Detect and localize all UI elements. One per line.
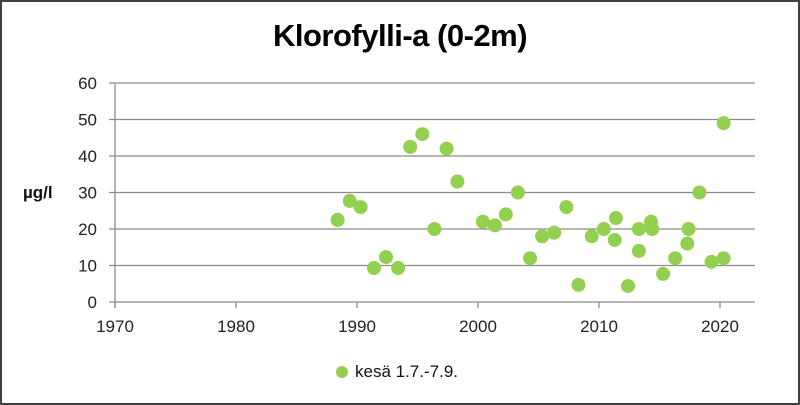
- data-point: [366, 261, 381, 276]
- data-point: [584, 229, 599, 244]
- y-tick-label: 20: [78, 220, 97, 239]
- y-axis-label: µg/l: [23, 183, 53, 202]
- data-point: [415, 127, 430, 142]
- data-point: [607, 232, 622, 247]
- data-point: [692, 185, 707, 200]
- data-point: [716, 116, 731, 131]
- data-point: [439, 141, 454, 156]
- y-tick-label: 60: [78, 74, 97, 93]
- y-tick-label: 30: [78, 184, 97, 203]
- data-point: [704, 254, 719, 269]
- data-point: [535, 229, 550, 244]
- data-point: [621, 278, 636, 293]
- data-point: [668, 251, 683, 266]
- data-point: [656, 266, 671, 281]
- x-tick-label: 1990: [338, 317, 376, 336]
- data-point: [523, 251, 538, 266]
- legend: kesä 1.7.-7.9.: [336, 362, 458, 382]
- data-point: [475, 214, 490, 229]
- x-tick-label: 1970: [96, 317, 134, 336]
- data-point: [498, 207, 513, 222]
- legend-label: kesä 1.7.-7.9.: [355, 362, 459, 381]
- data-point: [571, 277, 586, 292]
- data-point: [547, 225, 562, 240]
- x-tick-label: 2020: [701, 317, 739, 336]
- data-point: [403, 139, 418, 154]
- x-tick-label: 2000: [459, 317, 497, 336]
- x-tick-label: 1980: [217, 317, 255, 336]
- data-point: [342, 193, 357, 208]
- y-tick-label: 40: [78, 147, 97, 166]
- data-point: [596, 222, 611, 236]
- data-point: [559, 200, 574, 215]
- data-point: [645, 222, 660, 236]
- legend-marker-icon: [336, 366, 348, 378]
- data-point: [681, 222, 696, 236]
- data-point: [379, 250, 394, 265]
- data-point: [510, 185, 525, 200]
- data-point: [631, 222, 646, 236]
- x-tick-label: 2010: [580, 317, 618, 336]
- y-tick-label: 0: [88, 293, 97, 312]
- data-point: [450, 174, 465, 189]
- data-point: [330, 212, 345, 227]
- y-tick-label: 10: [78, 257, 97, 276]
- chart-title: Klorofylli-a (0-2m): [272, 18, 528, 53]
- data-point: [608, 211, 623, 226]
- data-point: [631, 243, 646, 258]
- data-point: [487, 218, 502, 233]
- y-tick-label: 50: [78, 111, 97, 130]
- data-point: [391, 261, 406, 276]
- data-point: [427, 222, 442, 236]
- data-point: [353, 200, 368, 215]
- data-point: [680, 236, 695, 251]
- data-point: [716, 251, 731, 266]
